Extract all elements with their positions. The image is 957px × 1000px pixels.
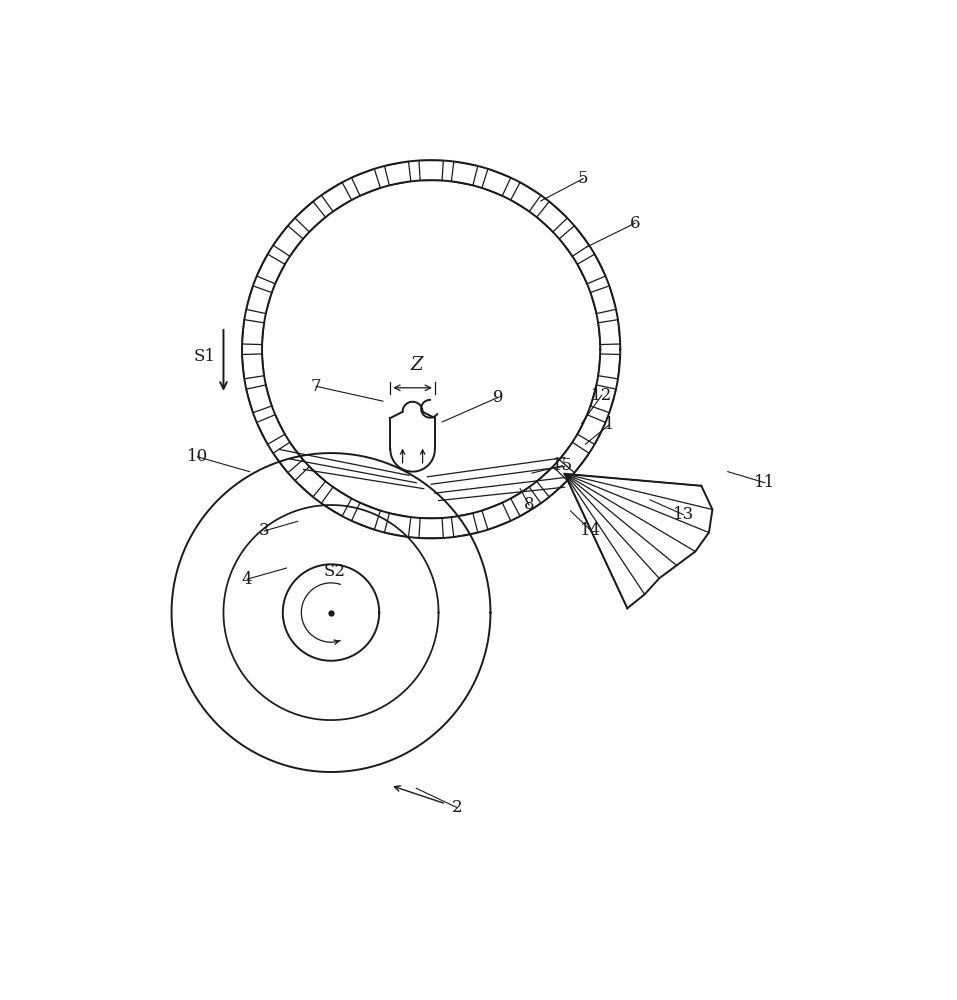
Text: 10: 10 <box>187 448 208 465</box>
Text: 13: 13 <box>673 506 694 523</box>
Text: 8: 8 <box>523 496 534 514</box>
Text: 2: 2 <box>452 799 462 816</box>
Text: 15: 15 <box>552 457 573 474</box>
Text: 5: 5 <box>578 170 589 187</box>
Text: 14: 14 <box>580 522 601 539</box>
Text: 7: 7 <box>311 378 322 395</box>
Text: 9: 9 <box>493 389 503 406</box>
Text: Z: Z <box>410 356 423 374</box>
Text: 4: 4 <box>242 571 253 588</box>
Text: S2: S2 <box>323 563 345 580</box>
Text: 1: 1 <box>604 416 614 433</box>
Text: S1: S1 <box>194 348 216 365</box>
Text: 3: 3 <box>259 522 270 539</box>
Text: 11: 11 <box>754 474 775 491</box>
Text: 12: 12 <box>591 387 612 404</box>
Text: 6: 6 <box>630 215 640 232</box>
